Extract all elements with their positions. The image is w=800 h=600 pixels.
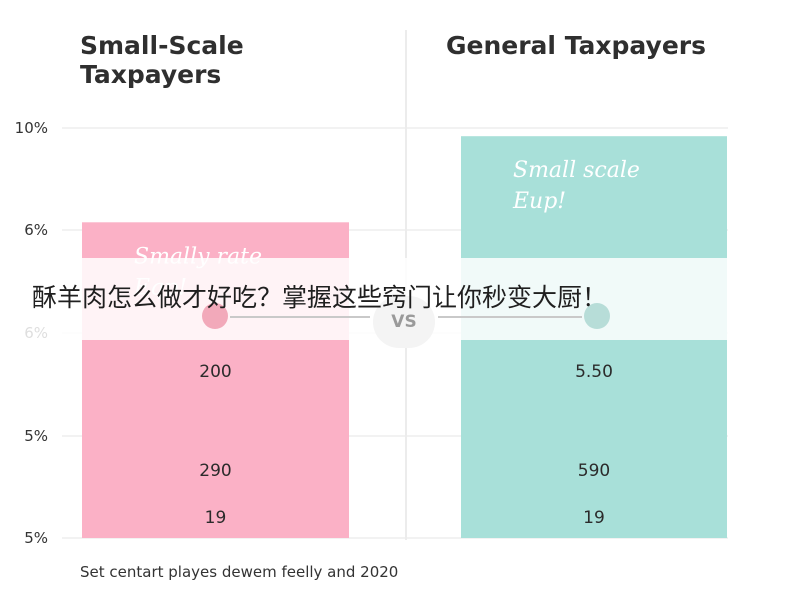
bar-label-right: Small scale — [513, 158, 640, 183]
data-label-left: 200 — [199, 362, 231, 382]
overlay-caption: 酥羊肉怎么做才好吃？掌握这些窍门让你秒变大厨！ — [32, 283, 608, 312]
data-label-left: 19 — [205, 508, 227, 528]
data-label-right: 590 — [578, 461, 610, 481]
y-tick-label: 5% — [24, 529, 48, 547]
data-label-right: 5.50 — [575, 362, 613, 382]
footer-note: Set centart playes dewem feelly and 2020 — [80, 563, 399, 581]
y-tick-label: 5% — [24, 427, 48, 445]
general-taxpayers-title: General Taxpayers — [446, 31, 706, 60]
left-marker-dot — [202, 303, 228, 329]
data-label-left: 290 — [199, 461, 231, 481]
bar-label-right-line2: Eup! — [512, 189, 566, 214]
vs-connector-left — [230, 316, 370, 318]
small-scale-title: Small-Scale Taxpayers — [80, 31, 244, 89]
y-tick-label: 10% — [15, 119, 48, 137]
vs-badge: VS — [373, 296, 435, 348]
right-marker-dot — [584, 303, 610, 329]
vs-connector-right — [438, 316, 582, 318]
data-label-right: 19 — [583, 508, 605, 528]
y-tick-label: 6% — [24, 221, 48, 239]
